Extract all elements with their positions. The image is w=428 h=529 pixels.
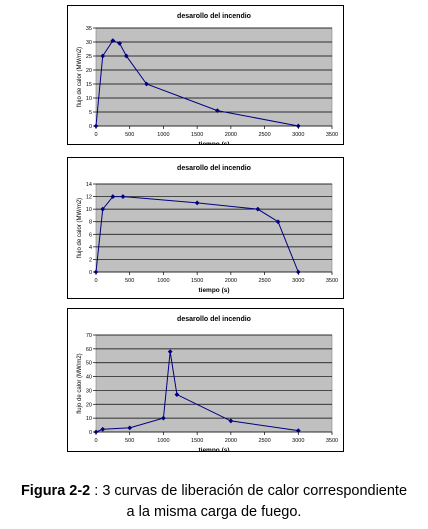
series-line [95,39,299,127]
y-tick-label: 4 [89,245,92,251]
y-tick-label: 8 [89,220,92,226]
data-point [295,269,301,275]
chart-title: desarollo del incendio [177,165,251,172]
x-tick-label: 3000 [292,278,304,284]
y-tick-label: 30 [86,388,92,394]
x-tick-label: 1500 [191,132,203,138]
series-line [95,351,299,433]
y-tick-label: 10 [86,96,92,102]
series-line [95,196,299,273]
y-tick-label: 30 [86,40,92,46]
y-tick-label: 20 [86,402,92,408]
x-tick-label: 0 [94,278,97,284]
caption-text-line-2: a la misma carga de fuego. [126,504,302,520]
caption-separator: : [90,483,103,499]
chart-title: desarollo del incendio [177,316,251,323]
chart-title: desarollo del incendio [177,13,251,20]
y-axis-label: flujo de calor (MW/m2) [77,198,83,258]
plot-area [95,334,333,433]
y-tick-label: 15 [86,82,92,88]
data-point [127,425,133,431]
caption-label: Figura 2-2 [20,483,91,499]
data-point [144,81,149,87]
x-tick-label: 500 [125,438,134,444]
x-tick-label: 1500 [191,438,203,444]
x-tick-label: 2000 [225,132,237,138]
x-tick-label: 2500 [258,278,270,284]
x-tick-label: 500 [125,278,134,284]
data-point [110,38,116,43]
x-axis-label: tiempo (s) [198,447,229,452]
x-tick-label: 2000 [225,278,237,284]
x-tick-label: 0 [94,132,97,138]
plot-area [95,27,333,127]
y-tick-label: 25 [86,54,92,60]
y-tick-label: 6 [89,232,92,238]
y-tick-label: 0 [89,430,92,436]
y-tick-label: 14 [86,182,92,188]
x-tick-label: 2000 [225,438,237,444]
data-point [295,123,301,129]
x-tick-label: 1000 [157,132,169,138]
figure-caption: Figura 2-2 : 3 curvas de liberación de c… [0,481,428,523]
data-point [117,41,122,46]
chart-top: desarollo del incendio 0 5 10 15 20 25 30 35 0 500… [67,5,344,145]
x-tick-label: 3000 [292,438,304,444]
x-axis-label: tiempo (s) [198,287,229,294]
data-point [93,123,99,129]
data-point [167,349,173,355]
y-axis-label: flujo de calor (MW/m2) [77,47,83,107]
y-axis-label: flujo de calor (MW/m2) [77,353,83,413]
x-tick-label: 2500 [258,132,270,138]
x-tick-label: 1000 [157,438,169,444]
x-tick-label: 3500 [326,132,338,138]
data-point [100,53,106,59]
x-tick-label: 500 [125,132,134,138]
data-point [161,415,166,421]
chart-bottom: desarollo del incendio 0 10 20 30 40 50 60 70 0 50… [67,308,344,452]
x-tick-label: 3500 [326,278,338,284]
y-tick-label: 10 [86,416,92,422]
data-point [123,53,129,59]
x-tick-label: 1000 [157,278,169,284]
chart-middle: desarollo del incendio 0 2 4 6 8 10 12 14 0 500 100… [67,157,344,299]
x-axis-label: tiempo (s) [198,141,229,145]
data-point [255,206,261,212]
y-tick-label: 10 [86,207,92,213]
y-tick-label: 50 [86,361,92,367]
y-tick-label: 2 [89,257,92,263]
x-tick-label: 1500 [191,278,203,284]
y-tick-label: 5 [89,110,92,116]
data-point [295,428,301,434]
y-tick-label: 0 [89,124,92,130]
caption-text-line-1: 3 curvas de liberación de calor correspo… [102,483,408,499]
x-tick-label: 3000 [292,132,304,138]
y-tick-label: 40 [86,375,92,381]
x-tick-label: 3500 [326,438,338,444]
y-tick-label: 70 [86,333,92,339]
caption-line-1: Figura 2-2 : 3 curvas de liberación de c… [21,483,407,499]
data-point [174,392,180,397]
data-point [214,108,220,113]
y-tick-label: 35 [86,26,92,32]
y-tick-label: 60 [86,347,92,353]
y-tick-label: 0 [89,270,92,276]
y-tick-label: 12 [86,195,92,201]
x-tick-label: 2500 [258,438,270,444]
x-tick-label: 0 [94,438,97,444]
y-tick-label: 20 [86,68,92,74]
data-point [228,418,234,424]
